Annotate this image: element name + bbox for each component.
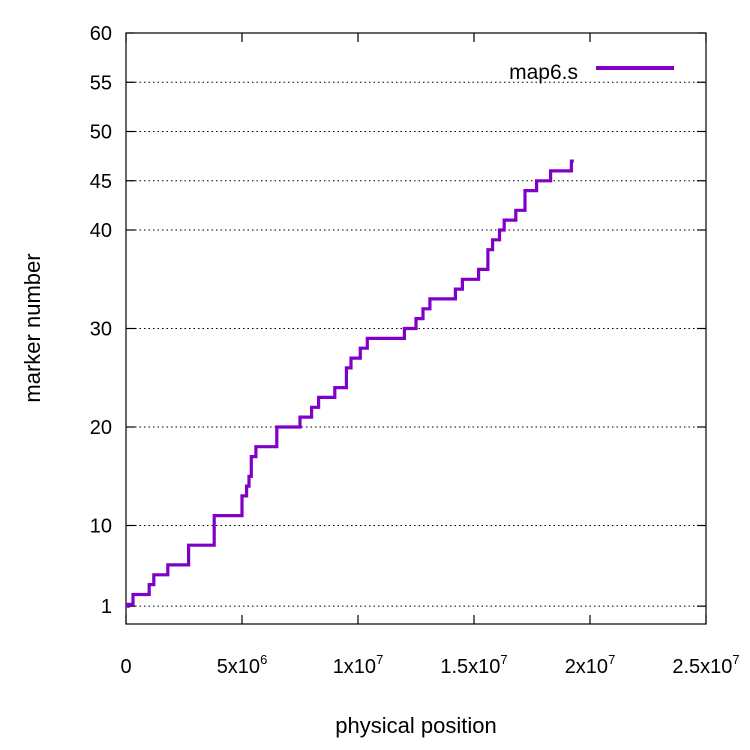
- y-tick-label: 20: [90, 417, 112, 439]
- series: [126, 159, 574, 608]
- x-tick-label: 5x106: [217, 652, 268, 678]
- x-tick-label: 0: [120, 656, 131, 678]
- y-tick-label: 40: [90, 220, 112, 242]
- x-tick-label: 2.5x107: [672, 652, 739, 678]
- y-tick-label: 60: [90, 23, 112, 45]
- y-tick-label: 30: [90, 319, 112, 341]
- axis-ticks: 1 10 20 30 40 45 50 55 60 0 5x106 1x107 1.5x107 2x107…: [90, 23, 740, 678]
- y-tick-label: 1: [101, 596, 112, 618]
- legend: map6.s: [509, 61, 674, 84]
- y-tick-label: 50: [90, 122, 112, 144]
- legend-label: map6.s: [509, 61, 578, 84]
- y-tick-label: 55: [90, 72, 112, 94]
- x-tick-label: 1x107: [333, 652, 384, 678]
- x-axis-label: physical position: [335, 713, 496, 738]
- x-tick-label: 2x107: [565, 652, 616, 678]
- x-tick-label: 1.5x107: [440, 652, 507, 678]
- y-tick-label: 10: [90, 516, 112, 538]
- series-line-0: [126, 159, 574, 608]
- y-tick-label: 45: [90, 171, 112, 193]
- y-axis-label: marker number: [20, 253, 45, 402]
